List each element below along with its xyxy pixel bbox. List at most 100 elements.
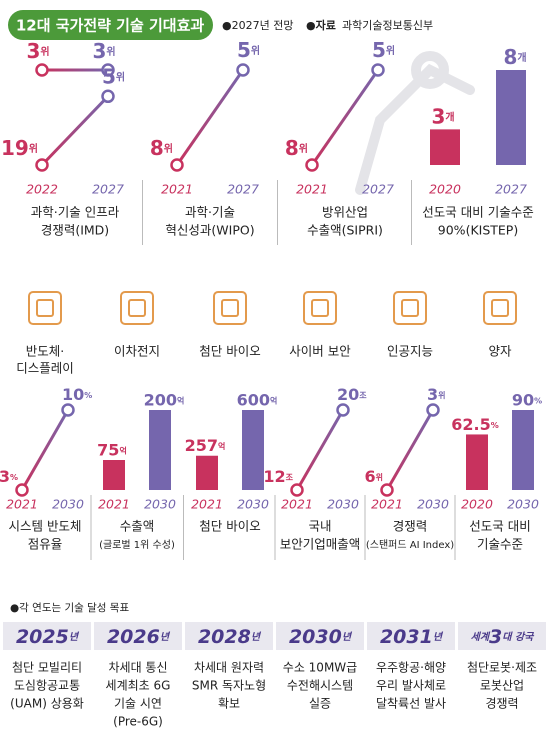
goal-text: 차세대 통신	[108, 661, 167, 675]
year-label: 2030	[327, 497, 359, 512]
value-unit: 개	[517, 51, 526, 64]
value-label: 257억	[185, 436, 226, 455]
bar	[512, 410, 534, 490]
goal-small: 년	[69, 631, 80, 643]
value-unit: %	[491, 420, 499, 429]
goal-text: 첨단 모빌리티	[12, 661, 82, 675]
dot	[101, 63, 115, 77]
value-label: 3개	[431, 104, 454, 128]
value-label: 20조	[337, 384, 367, 403]
goal-text: 우주항공·해양	[376, 661, 446, 675]
goal-year: 2030년	[289, 626, 353, 648]
value-label: 12조	[263, 467, 293, 486]
year-label: 2021	[6, 497, 38, 512]
value-unit: %	[534, 396, 542, 405]
panel-label: 경쟁력	[393, 519, 428, 534]
value-unit: 억	[177, 395, 184, 405]
goal-text: 수전해시스템	[287, 679, 353, 693]
dot	[290, 483, 304, 497]
goal-big: 2025	[16, 626, 69, 648]
value-number: 600	[237, 390, 270, 409]
value-label: 3위	[427, 384, 446, 403]
bar	[466, 434, 488, 490]
value-label: 3위	[92, 39, 115, 63]
value-number: 19	[1, 136, 29, 160]
value-unit: 위	[116, 70, 125, 83]
goal-year: 2031년	[380, 626, 444, 648]
goal-big: 2030	[289, 626, 342, 648]
icon-shape	[221, 299, 239, 317]
value-label: 5위	[372, 38, 395, 62]
goal-text: 첨단로봇·제조	[467, 661, 537, 675]
tech-name: 반도체·	[26, 344, 64, 359]
goal-text: 실증	[309, 697, 331, 711]
legend: ●2027년 전망	[222, 19, 293, 32]
value-label: 600억	[237, 390, 278, 409]
goal-text: 경쟁력	[485, 697, 518, 711]
slope-line	[40, 95, 110, 167]
decoration	[355, 51, 475, 195]
year-label: 2022	[26, 182, 58, 197]
bar	[496, 70, 526, 165]
value-unit: 개	[445, 110, 454, 123]
dot	[61, 403, 75, 417]
dot	[305, 158, 319, 172]
value-label: 5위	[102, 64, 125, 88]
value-unit: %	[10, 473, 18, 482]
slope-line	[175, 69, 245, 166]
icon-shape	[483, 291, 517, 325]
goal-small: 년	[433, 631, 444, 643]
dot	[170, 158, 184, 172]
value-label: 5위	[237, 38, 260, 62]
tech-name: 인공지능	[387, 344, 433, 359]
value-number: 20	[337, 384, 359, 403]
dot	[236, 63, 250, 77]
tech-icon	[213, 291, 247, 325]
dot	[371, 63, 385, 77]
value-number: 200	[144, 390, 177, 409]
bar	[196, 455, 218, 490]
value-number: 5	[102, 64, 116, 88]
year-label: 2027	[362, 182, 394, 197]
goal-small: 년	[160, 631, 171, 643]
panel-label: 점유율	[28, 537, 63, 552]
value-label: 75억	[97, 440, 127, 459]
goal-year: 세계3대 강국	[471, 626, 536, 648]
year-label: 2030	[237, 497, 269, 512]
tech-name: 디스플레이	[16, 361, 74, 376]
panel-label: 보안기업매출액	[280, 537, 361, 552]
value-unit: %	[84, 390, 92, 399]
panel-label: 과학·기술	[185, 205, 235, 220]
goal-small: 대 강국	[502, 631, 535, 643]
panel-label: 수출액	[120, 519, 155, 534]
panel-label: 방위산업	[322, 205, 368, 220]
year-label: 2020	[461, 497, 493, 512]
panel-label: 시스템 반도체	[9, 519, 82, 534]
bar	[103, 460, 125, 490]
bar	[149, 410, 171, 490]
panel-label: (스탠퍼드 AI Index)	[366, 539, 454, 551]
value-label: 19위	[1, 136, 38, 160]
goal-banner	[367, 622, 455, 650]
value-number: 3	[431, 104, 445, 128]
goal-text: 기술 시연	[114, 697, 162, 711]
year-label: 2021	[281, 497, 313, 512]
value-number: 6	[364, 467, 375, 486]
value-unit: 조	[359, 390, 367, 399]
icon-shape	[213, 291, 247, 325]
dot	[35, 158, 49, 172]
value-number: 8	[285, 136, 299, 160]
value-number: 8	[150, 136, 164, 160]
goal-banner	[458, 622, 546, 650]
icon-shape	[28, 291, 62, 325]
value-unit: 위	[438, 389, 445, 399]
goal-text: SMR 독자노형	[192, 679, 266, 693]
panel-label: 선도국 대비	[469, 519, 530, 534]
value-number: 3	[0, 467, 10, 486]
value-unit: 위	[251, 44, 260, 57]
dot	[426, 403, 440, 417]
value-label: 8위	[285, 136, 308, 160]
tech-name: 이차전지	[114, 344, 160, 359]
tech-icon	[28, 291, 62, 325]
